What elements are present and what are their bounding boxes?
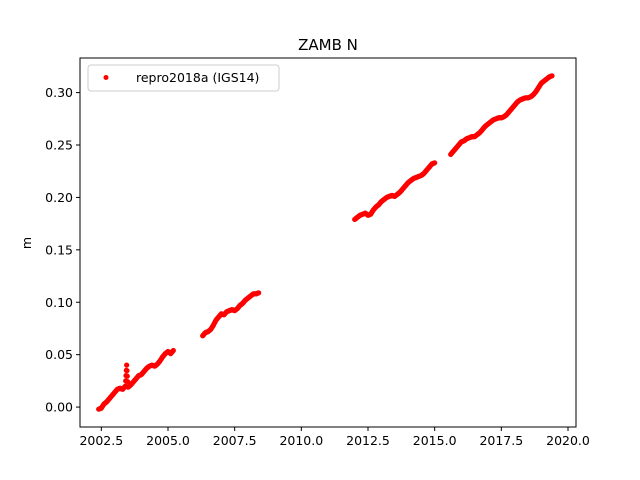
data-point-fill bbox=[124, 373, 130, 379]
x-axis: 2002.5 2005.0 2007.5 2010.0 2012.5 2015.0 2017… bbox=[79, 427, 590, 448]
x-tick-label: 2015.0 bbox=[413, 433, 457, 448]
y-tick-label: 0.20 bbox=[45, 190, 73, 205]
y-tick-label: 0.30 bbox=[45, 85, 73, 100]
y-axis-label: m bbox=[19, 237, 34, 249]
x-tick-label: 2020.0 bbox=[546, 433, 590, 448]
x-tick-label: 2005.0 bbox=[146, 433, 190, 448]
data-point-fill bbox=[124, 368, 130, 374]
y-tick-label: 0.00 bbox=[45, 400, 73, 415]
x-tick-label: 2012.5 bbox=[346, 433, 390, 448]
data-points bbox=[96, 73, 555, 412]
x-tick-label: 2017.5 bbox=[479, 433, 523, 448]
y-tick-label: 0.15 bbox=[45, 242, 73, 257]
legend-box bbox=[87, 64, 280, 92]
x-tick-label: 2010.0 bbox=[279, 433, 323, 448]
y-tick-label: 0.25 bbox=[45, 138, 73, 153]
y-tick-label: 0.10 bbox=[45, 295, 73, 310]
y-tick-label: 0.05 bbox=[45, 347, 73, 362]
legend-marker bbox=[103, 75, 109, 80]
chart-title: ZAMB N bbox=[298, 36, 358, 54]
x-tick-label: 2002.5 bbox=[79, 433, 123, 448]
legend: repro2018a (IGS14) bbox=[87, 64, 280, 92]
data-point bbox=[170, 347, 176, 354]
y-axis: 0.00 0.05 0.10 0.15 0.20 0.25 0.30 bbox=[45, 85, 80, 415]
data-point-fill bbox=[125, 379, 131, 385]
data-point bbox=[256, 290, 262, 296]
legend-label: repro2018a (IGS14) bbox=[136, 70, 259, 85]
data-point bbox=[124, 362, 130, 368]
data-point bbox=[432, 160, 438, 166]
data-point bbox=[549, 73, 555, 79]
x-tick-label: 2007.5 bbox=[213, 433, 257, 448]
plot-frame bbox=[79, 57, 577, 428]
